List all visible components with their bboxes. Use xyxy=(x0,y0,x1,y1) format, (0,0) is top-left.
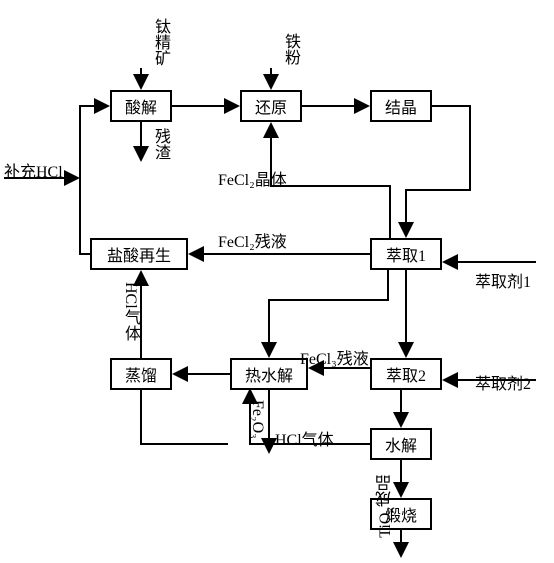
node-label: 盐酸再生 xyxy=(107,242,171,266)
input-makeup-hcl: 补充HCl xyxy=(4,158,63,182)
edges-svg xyxy=(0,0,554,563)
input-extractant2: 萃取剂2 xyxy=(475,370,531,394)
node-acid-leach: 酸解 xyxy=(110,90,172,122)
node-label: 水解 xyxy=(385,432,417,456)
label-hcl-gas-vertical: HCl气体 xyxy=(118,282,142,341)
label-residue: 残渣 xyxy=(148,128,172,160)
label-fecl2-residual: FeCl₂残液 xyxy=(218,228,287,252)
node-hydrolysis: 水解 xyxy=(370,428,432,460)
node-distill: 蒸馏 xyxy=(110,358,172,390)
input-iron-powder: 铁粉 xyxy=(278,33,302,65)
node-label: 热水解 xyxy=(245,362,293,386)
node-extract2: 萃取2 xyxy=(370,358,442,390)
node-crystallize: 结晶 xyxy=(370,90,432,122)
node-label: 萃取1 xyxy=(386,242,426,266)
node-extract1: 萃取1 xyxy=(370,238,442,270)
flowchart-canvas: 酸解 还原 结晶 盐酸再生 萃取1 蒸馏 热水解 萃取2 水解 煅烧 钛精矿 铁… xyxy=(0,0,554,563)
input-ti-concentrate: 钛精矿 xyxy=(148,18,172,66)
node-reduction: 还原 xyxy=(240,90,302,122)
label-tio2-product: TiO₂成品 xyxy=(374,475,398,538)
label-fecl3-residual: FeCl₃残液 xyxy=(300,345,369,369)
label-fecl2-crystal: FeCl₂晶体 xyxy=(218,166,287,190)
label-hcl-gas-horizontal: HCl气体 xyxy=(275,426,334,450)
node-label: 蒸馏 xyxy=(125,362,157,386)
label-fe2o3: Fe₂O₃ xyxy=(248,400,266,439)
node-hcl-regen: 盐酸再生 xyxy=(90,238,188,270)
node-label: 酸解 xyxy=(125,94,157,118)
node-label: 还原 xyxy=(255,94,287,118)
node-hydrolysis-hot: 热水解 xyxy=(230,358,308,390)
node-label: 萃取2 xyxy=(386,362,426,386)
input-extractant1: 萃取剂1 xyxy=(475,268,531,292)
node-label: 结晶 xyxy=(385,94,417,118)
